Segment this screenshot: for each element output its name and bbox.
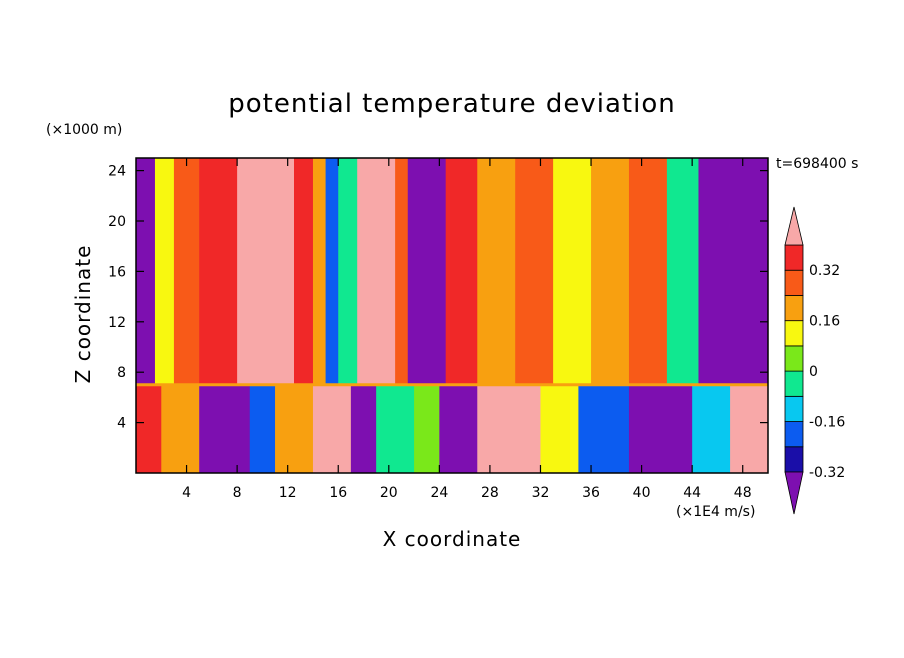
lower-layer-cell xyxy=(312,384,352,473)
x-tick-label: 48 xyxy=(734,485,752,501)
x-tick-label: 8 xyxy=(233,485,242,501)
lower-layer-cell xyxy=(161,384,200,473)
colorbar-label: 0 xyxy=(809,364,818,380)
colorbar-label: 0.16 xyxy=(809,314,840,330)
x-tick-label: 36 xyxy=(582,485,600,501)
y-tick-label: 12 xyxy=(108,315,126,331)
lower-layer-cell xyxy=(249,384,276,473)
y-tick-label: 16 xyxy=(108,264,126,280)
upper-layer-cell xyxy=(628,158,668,385)
lower-layer-cell xyxy=(376,384,415,473)
colorbar-swatch xyxy=(784,295,804,322)
upper-layer-cell xyxy=(591,158,630,385)
plot-frame xyxy=(135,157,769,474)
x-axis-label: X coordinate xyxy=(383,527,522,551)
colorbar-swatch xyxy=(784,269,804,296)
upper-layer-cell xyxy=(199,158,238,385)
lower-layer-cell xyxy=(540,384,579,473)
upper-layer-cell xyxy=(237,158,295,385)
lower-layer-cell xyxy=(275,384,314,473)
lower-layer-cell xyxy=(730,384,769,473)
upper-layer-cell xyxy=(294,158,314,385)
lower-layer-cell xyxy=(692,384,731,473)
y-unit-label: (×1000 m) xyxy=(46,122,122,138)
upper-layer-cell xyxy=(553,158,592,385)
colorbar-swatch xyxy=(784,421,804,448)
x-tick-label: 20 xyxy=(380,485,398,501)
x-unit-label: (×1E4 m/s) xyxy=(676,504,755,520)
upper-layer-cell xyxy=(666,158,699,385)
y-axis-ticks: 4 8 12 16 20 24 xyxy=(108,164,768,432)
y-tick-label: 20 xyxy=(108,214,126,230)
upper-layer-cell xyxy=(136,158,156,385)
colorbar-label: -0.16 xyxy=(809,415,845,431)
x-tick-label: 4 xyxy=(182,485,191,501)
x-tick-label: 12 xyxy=(279,485,297,501)
upper-layer-cell xyxy=(357,158,396,385)
x-tick-label: 28 xyxy=(481,485,499,501)
x-tick-label: 32 xyxy=(532,485,550,501)
lower-layer-cell xyxy=(477,384,541,473)
x-tick-label: 24 xyxy=(430,485,448,501)
upper-layer-cell xyxy=(312,158,327,385)
x-tick-label: 44 xyxy=(683,485,701,501)
upper-layer-cell xyxy=(698,158,769,385)
lower-layer-cell xyxy=(136,384,162,473)
upper-layer-cell xyxy=(325,158,339,385)
lower-layer-cell xyxy=(578,384,630,473)
colorbar: 0.32 0.16 0 -0.16 -0.32 xyxy=(784,206,845,515)
x-tick-label: 40 xyxy=(633,485,651,501)
upper-layer-cell xyxy=(173,158,200,385)
colorbar-label: 0.32 xyxy=(809,263,840,279)
lower-layer-cell xyxy=(414,384,440,473)
lower-layer-cell xyxy=(628,384,693,473)
x-tick-label: 16 xyxy=(329,485,347,501)
lower-layer-cell xyxy=(439,384,478,473)
time-label: t=698400 s xyxy=(776,156,858,172)
y-tick-label: 8 xyxy=(117,365,126,381)
plot-area xyxy=(135,157,769,474)
x-axis-ticks: 4 8 12 16 20 24 28 32 36 40 44 48 xyxy=(182,158,752,501)
upper-layer-cell xyxy=(477,158,516,385)
colorbar-swatch xyxy=(784,446,804,473)
y-tick-label: 24 xyxy=(108,164,126,180)
colorbar-swatch xyxy=(784,244,804,271)
lower-layer-cell xyxy=(350,384,377,473)
y-tick-label: 4 xyxy=(117,416,126,432)
upper-layer-cell xyxy=(407,158,447,385)
colorbar-swatch xyxy=(784,320,804,347)
upper-layer-cell xyxy=(395,158,409,385)
chart-title: potential temperature deviation xyxy=(228,89,675,119)
colorbar-arrow-top xyxy=(784,206,804,246)
upper-layer-cell xyxy=(515,158,554,385)
upper-layer-cell xyxy=(338,158,358,385)
y-axis-label: Z coordinate xyxy=(71,245,95,384)
colorbar-swatch xyxy=(784,345,804,372)
colorbar-swatch xyxy=(784,370,804,397)
upper-layer-cell xyxy=(154,158,175,385)
colorbar-label: -0.32 xyxy=(809,465,845,481)
lower-layer-cell xyxy=(199,384,251,473)
upper-layer-cell xyxy=(445,158,478,385)
colorbar-swatch xyxy=(784,395,804,422)
colorbar-arrow-bottom xyxy=(784,471,804,515)
